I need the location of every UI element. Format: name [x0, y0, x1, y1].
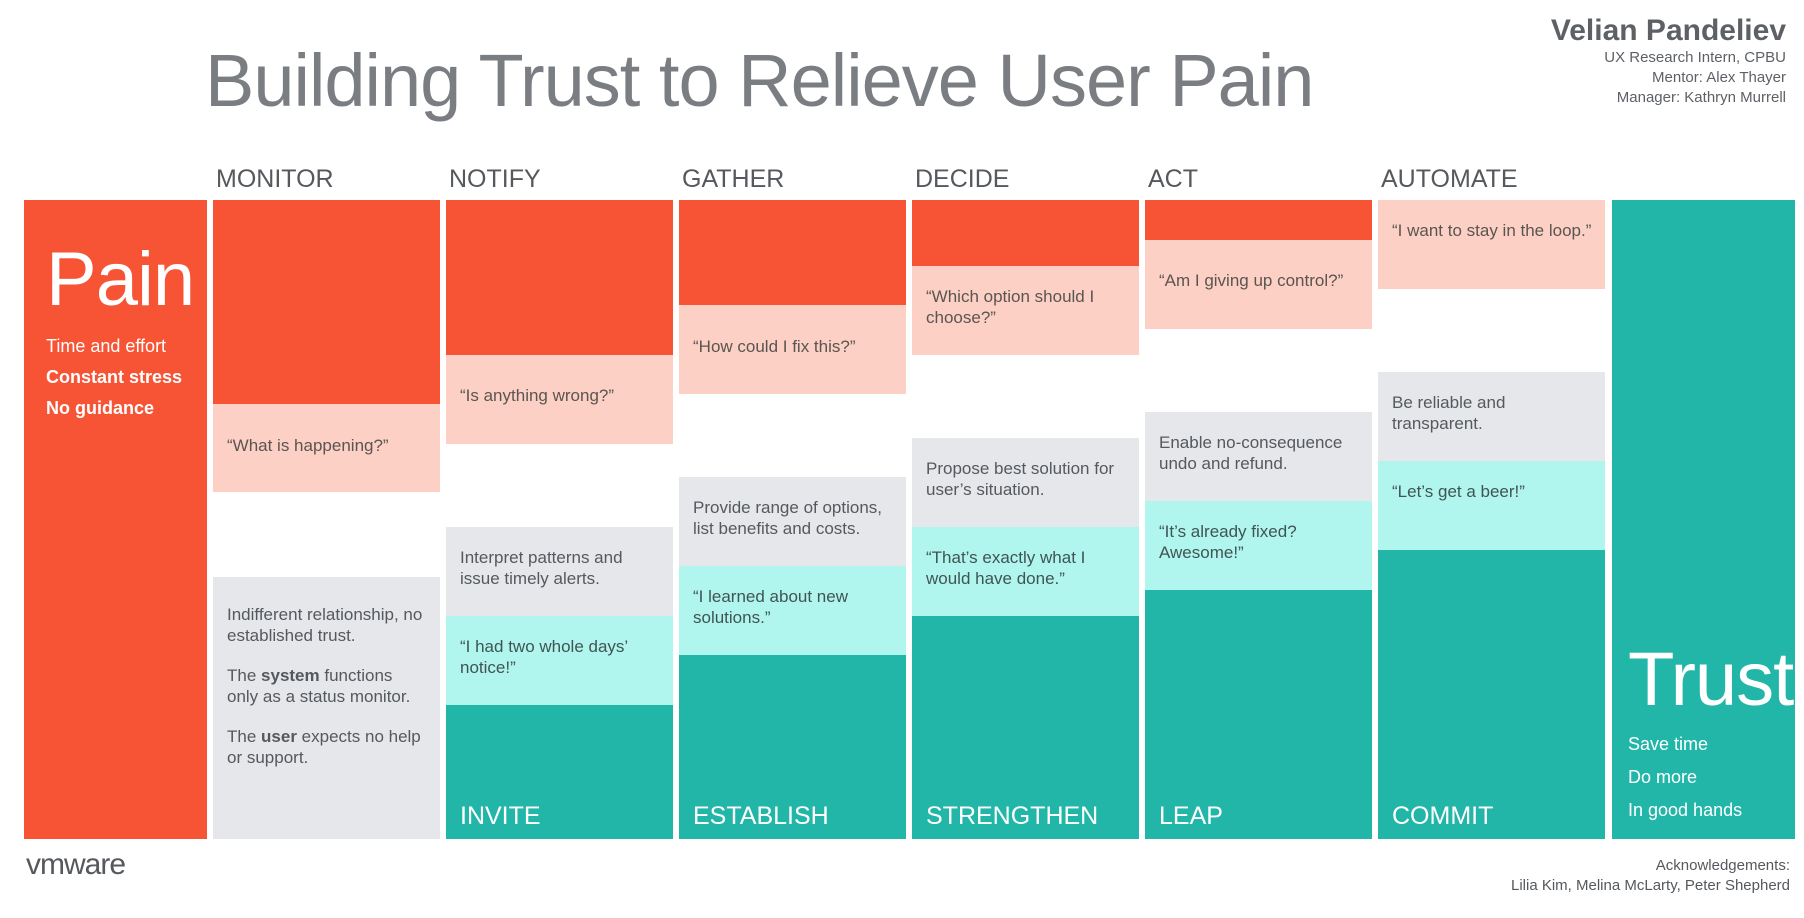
- phase-label-monitor: MONITOR: [216, 165, 334, 193]
- pain-quote: “Am I giving up control?”: [1145, 240, 1372, 329]
- action-description: Propose best solution for user’s situati…: [912, 438, 1139, 527]
- pain-quote: “Is anything wrong?”: [446, 355, 673, 444]
- column-act: “Am I giving up control?” Enable no-cons…: [1145, 200, 1372, 839]
- trust-bar: STRENGTHEN: [912, 616, 1139, 839]
- pain-column: Pain Time and effort Constant stress No …: [24, 200, 207, 839]
- description-line: The user expects no help or support.: [227, 727, 421, 767]
- action-description: Interpret patterns and issue timely aler…: [446, 527, 673, 616]
- column-decide: “Which option should I choose?” Propose …: [912, 200, 1139, 839]
- acknowledgements-names: Lilia Kim, Melina McLarty, Peter Shepher…: [1510, 877, 1790, 894]
- pain-bar: [213, 200, 440, 404]
- trust-bar: LEAP: [1145, 590, 1372, 839]
- column-monitor: “What is happening?” Indifferent relatio…: [213, 200, 440, 839]
- pain-item: Constant stress: [46, 367, 183, 387]
- author-manager: Manager: Kathryn Murrell: [1616, 89, 1786, 106]
- trust-item: Do more: [1628, 767, 1698, 787]
- trust-quote: “That’s exactly what I would have done.”: [912, 527, 1139, 616]
- pain-heading: Pain: [46, 237, 195, 322]
- trust-bar: INVITE: [446, 705, 673, 839]
- pain-bar: [912, 200, 1139, 266]
- action-description: Enable no-consequence undo and refund.: [1145, 412, 1372, 501]
- pain-bar: [679, 200, 906, 305]
- phase-label-gather: GATHER: [682, 165, 785, 193]
- trust-bar: ESTABLISH: [679, 655, 906, 839]
- trust-quote: “Let’s get a beer!”: [1378, 461, 1605, 550]
- pain-quote: “I want to stay in the loop.”: [1378, 200, 1605, 289]
- stage-label-strengthen: STRENGTHEN: [926, 802, 1099, 830]
- phase-label-act: ACT: [1148, 165, 1198, 193]
- trust-item: Save time: [1628, 734, 1709, 754]
- vmware-logo: vmware: [26, 848, 126, 881]
- action-description: Provide range of options, list benefits …: [679, 477, 906, 566]
- trust-heading: Trust: [1628, 637, 1794, 722]
- column-gather: “How could I fix this?” Provide range of…: [679, 200, 906, 839]
- author-mentor: Mentor: Alex Thayer: [1652, 69, 1786, 86]
- stage-label-commit: COMMIT: [1392, 802, 1494, 830]
- author-name: Velian Pandeliev: [1550, 14, 1786, 47]
- trust-item: In good hands: [1628, 800, 1743, 820]
- phase-label-decide: DECIDE: [915, 165, 1010, 193]
- acknowledgements: Acknowledgements: Lilia Kim, Melina McLa…: [1511, 856, 1790, 896]
- page-title: Building Trust to Relieve User Pain: [205, 39, 1314, 122]
- pain-bar: [446, 200, 673, 355]
- trust-column: Trust Save time Do more In good hands: [1612, 200, 1795, 839]
- action-description: Be reliable and transparent.: [1378, 372, 1605, 461]
- author-role: UX Research Intern, CPBU: [1604, 49, 1786, 66]
- trust-quote: “I learned about new solutions.”: [679, 566, 906, 655]
- pain-quote: “What is happening?”: [213, 404, 440, 492]
- stage-label-invite: INVITE: [460, 802, 541, 830]
- column-notify: “Is anything wrong?” Interpret patterns …: [446, 200, 673, 839]
- trust-quote: “It’s already fixed? Awesome!”: [1145, 501, 1372, 590]
- pain-item: No guidance: [46, 398, 155, 418]
- pain-bar: [1145, 200, 1372, 240]
- pain-item: Time and effort: [46, 336, 167, 356]
- stage-label-leap: LEAP: [1159, 802, 1223, 830]
- pain-quote: “Which option should I choose?”: [912, 266, 1139, 355]
- pain-quote: “How could I fix this?”: [679, 305, 906, 394]
- column-automate: “I want to stay in the loop.” Be reliabl…: [1378, 200, 1605, 839]
- phase-label-notify: NOTIFY: [449, 165, 541, 193]
- description-line: The system functions only as a status mo…: [227, 666, 411, 706]
- description-line: Indifferent relationship, no established…: [227, 605, 423, 645]
- monitor-description: Indifferent relationship, no established…: [213, 577, 440, 839]
- acknowledgements-heading: Acknowledgements:: [1655, 857, 1790, 874]
- author-block: Velian Pandeliev UX Research Intern, CPB…: [1551, 14, 1786, 108]
- stage-label-establish: ESTABLISH: [693, 802, 829, 830]
- trust-quote: “I had two whole days’ notice!”: [446, 616, 673, 705]
- phase-label-automate: AUTOMATE: [1381, 165, 1518, 193]
- trust-bar: COMMIT: [1378, 550, 1605, 839]
